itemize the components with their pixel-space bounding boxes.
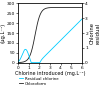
Y-axis label: Chloroform
(μg.L⁻¹): Chloroform (μg.L⁻¹) [0,18,5,48]
X-axis label: Chlorine introduced (mg.L⁻¹): Chlorine introduced (mg.L⁻¹) [15,71,85,76]
Legend: Residual chlorine, Chloroform: Residual chlorine, Chloroform [19,77,58,86]
Y-axis label: Chlorine
residual
(mg.L⁻¹): Chlorine residual (mg.L⁻¹) [89,22,100,44]
